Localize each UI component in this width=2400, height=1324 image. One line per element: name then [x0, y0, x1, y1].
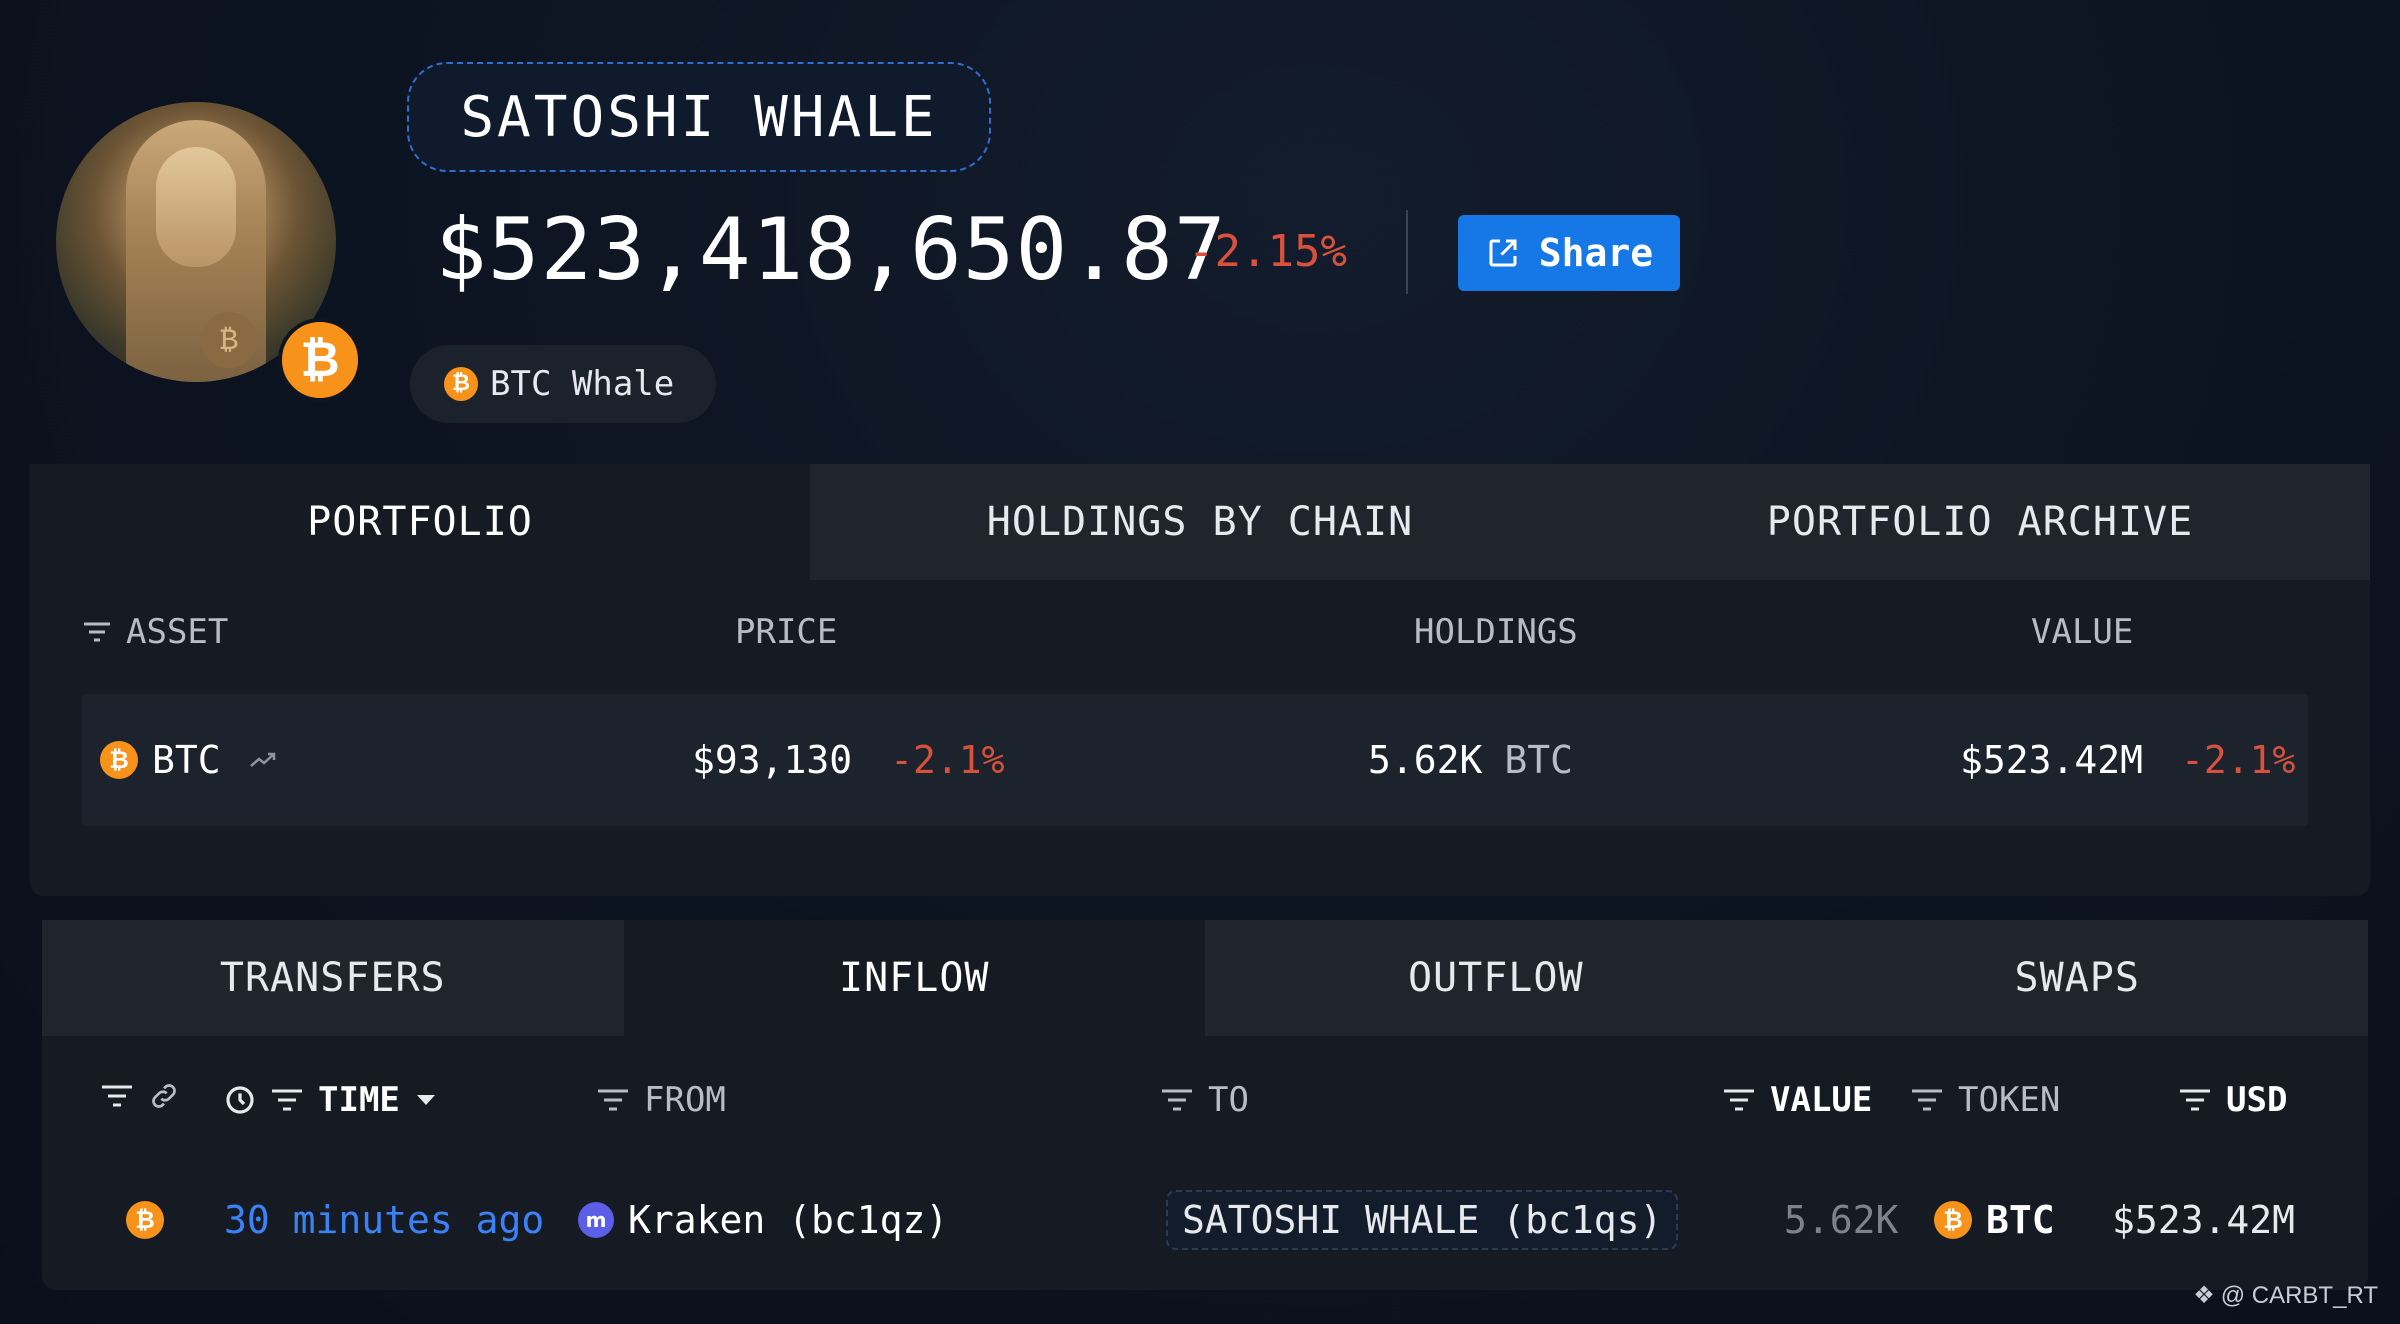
- value-cell: $523.42M -2.1%: [1960, 694, 2295, 826]
- kraken-icon: m: [578, 1202, 614, 1238]
- column-to-label: TO: [1208, 1080, 1249, 1120]
- chevron-down-icon[interactable]: [414, 1092, 438, 1108]
- to-cell[interactable]: SATOSHI WHALE (bc1qs): [1166, 1180, 1679, 1260]
- share-button[interactable]: Share: [1458, 215, 1680, 291]
- filter-icon[interactable]: [1910, 1087, 1944, 1113]
- entity-name: SATOSHI WHALE: [407, 62, 991, 172]
- watermark: ❖ @ CARBT_RT: [2193, 1281, 2378, 1310]
- asset-price: $93,130: [692, 738, 853, 782]
- price-cell: $93,130 -2.1%: [692, 694, 1005, 826]
- column-price[interactable]: PRICE: [735, 612, 838, 652]
- tab-outflow[interactable]: OUTFLOW: [1205, 920, 1787, 1036]
- asset-cell: ₿ BTC: [100, 694, 279, 826]
- share-icon: [1489, 239, 1517, 267]
- portfolio-table-header: ASSET PRICE HOLDINGS VALUE: [82, 612, 2312, 662]
- from-cell[interactable]: m Kraken (bc1qz): [578, 1180, 948, 1260]
- column-token-label: TOKEN: [1958, 1080, 2061, 1120]
- column-time-label: TIME: [318, 1080, 400, 1120]
- column-link: [100, 1080, 180, 1112]
- to-label: SATOSHI WHALE (bc1qs): [1166, 1190, 1679, 1250]
- tab-portfolio[interactable]: PORTFOLIO: [30, 464, 810, 580]
- filter-icon[interactable]: [2178, 1087, 2212, 1113]
- column-holdings[interactable]: HOLDINGS: [1414, 612, 1578, 652]
- activity-table-header: TIME FROM TO VALUE TOKEN USD: [100, 1080, 2310, 1130]
- holdings-amount: 5.62K: [1368, 738, 1483, 782]
- value-change: -2.1%: [2181, 738, 2296, 782]
- avatar-coin-icon: ₿: [201, 312, 257, 368]
- activity-tabs: TRANSFERS INFLOW OUTFLOW SWAPS: [42, 920, 2368, 1036]
- avatar: ₿: [56, 102, 336, 382]
- column-value-label: VALUE: [1770, 1080, 1873, 1120]
- asset-symbol: BTC: [152, 738, 221, 782]
- column-asset-label: ASSET: [126, 612, 229, 652]
- bitcoin-badge-icon: ₿: [278, 318, 362, 402]
- tab-swaps[interactable]: SWAPS: [1786, 920, 2368, 1036]
- column-from[interactable]: FROM: [596, 1080, 726, 1120]
- column-from-label: FROM: [644, 1080, 726, 1120]
- from-label: Kraken (bc1qz): [628, 1198, 949, 1242]
- trend-icon[interactable]: [249, 750, 279, 770]
- filter-icon[interactable]: [596, 1087, 630, 1113]
- tab-holdings-by-chain[interactable]: HOLDINGS BY CHAIN: [810, 464, 1590, 580]
- link-icon[interactable]: [148, 1080, 180, 1112]
- usd-amount: $523.42M: [2112, 1198, 2296, 1242]
- filter-icon[interactable]: [1722, 1087, 1756, 1113]
- table-row[interactable]: ₿ BTC $93,130 -2.1% 5.62K BTC $523.42M -…: [82, 694, 2308, 826]
- bitcoin-icon: ₿: [444, 367, 478, 401]
- filter-icon[interactable]: [82, 620, 112, 644]
- portfolio-tabs: PORTFOLIO HOLDINGS BY CHAIN PORTFOLIO AR…: [30, 464, 2370, 580]
- column-to[interactable]: TO: [1160, 1080, 1249, 1120]
- chain-cell: ₿: [126, 1180, 164, 1260]
- column-asset[interactable]: ASSET: [82, 612, 228, 652]
- entity-tag[interactable]: ₿ BTC Whale: [410, 345, 716, 423]
- column-token[interactable]: TOKEN: [1910, 1080, 2060, 1120]
- column-usd[interactable]: USD: [2178, 1080, 2287, 1120]
- bitcoin-icon: ₿: [100, 741, 138, 779]
- filter-icon[interactable]: [270, 1087, 304, 1113]
- holdings-cell: 5.62K BTC: [1368, 694, 1573, 826]
- column-value[interactable]: VALUE: [1722, 1080, 1872, 1120]
- entity-tag-label: BTC Whale: [490, 364, 675, 404]
- token-cell[interactable]: ₿ BTC: [1934, 1180, 2055, 1260]
- tab-transfers[interactable]: TRANSFERS: [42, 920, 624, 1036]
- divider: [1406, 210, 1408, 294]
- clock-icon: [226, 1086, 254, 1114]
- total-balance: $523,418,650.87: [435, 200, 1227, 300]
- tab-inflow[interactable]: INFLOW: [623, 920, 1205, 1036]
- share-label: Share: [1538, 231, 1654, 275]
- total-change: -2.15%: [1188, 226, 1347, 277]
- column-value[interactable]: VALUE: [2031, 612, 2134, 652]
- filter-icon[interactable]: [100, 1083, 134, 1109]
- watermark-text: @ CARBT_RT: [2220, 1281, 2378, 1309]
- table-row[interactable]: ₿ 30 minutes ago m Kraken (bc1qz) SATOSH…: [100, 1180, 2310, 1260]
- bitcoin-icon: ₿: [1934, 1201, 1972, 1239]
- avatar-face: [156, 147, 236, 267]
- holdings-unit: BTC: [1504, 738, 1574, 782]
- holding-value: $523.42M: [1960, 738, 2144, 782]
- value-amount: 5.62K: [1784, 1198, 1899, 1242]
- filter-icon[interactable]: [1160, 1087, 1194, 1113]
- token-label: BTC: [1986, 1198, 2055, 1242]
- price-change: -2.1%: [890, 738, 1005, 782]
- bitcoin-icon: ₿: [126, 1201, 164, 1239]
- column-time[interactable]: TIME: [224, 1080, 438, 1120]
- column-usd-label: USD: [2226, 1080, 2288, 1120]
- tab-portfolio-archive[interactable]: PORTFOLIO ARCHIVE: [1590, 464, 2370, 580]
- time-link[interactable]: 30 minutes ago: [224, 1198, 545, 1242]
- watermark-icon: ❖: [2193, 1282, 2215, 1309]
